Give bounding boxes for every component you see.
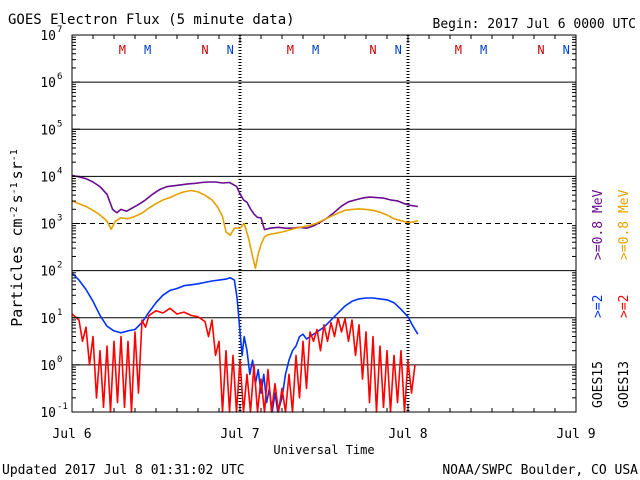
label-goes13: GOES13 [617,361,632,408]
y-tick-exponent: 5 [57,119,62,129]
mn-marker-label: M [455,43,462,57]
y-tick-exponent: 3 [57,214,62,224]
y-tick-label: 10 [40,218,56,233]
x-tick-label: Jul 8 [388,427,427,442]
y-label-exp1: -2 [9,206,20,218]
chart-title: GOES Electron Flux (5 minute data) [8,12,295,28]
x-tick-label: Jul 9 [556,427,595,442]
y-label-exp2: -1 [9,182,20,194]
label-e2-red: >=2 [617,295,632,318]
label-e08-orange: >=0.8 MeV [617,189,632,260]
mn-marker-label: N [563,43,570,57]
begin-label: Begin: 2017 Jul 6 0000 UTC [433,17,637,32]
y-tick-label: 10 [40,359,56,374]
mn-marker-label: M [312,43,319,57]
y-tick-exponent: 2 [57,261,62,271]
x-tick-label: Jul 6 [52,427,91,442]
x-axis-label: Universal Time [273,443,374,457]
mn-marker-label: M [480,43,487,57]
y-tick-exponent: 1 [57,308,62,318]
series-line [71,272,419,413]
grid-layer [72,35,576,412]
label-e2-blue: >=2 [591,295,606,318]
mn-marker-label: N [395,43,402,57]
label-goes15: GOES15 [591,361,606,408]
mn-marker-label: N [201,43,208,57]
plot-frame [71,34,577,413]
mn-marker-label: N [227,43,234,57]
mn-marker-label: N [537,43,544,57]
series-layer [71,174,419,413]
y-tick-exponent: 6 [57,72,62,82]
y-tick-exponent: -1 [57,402,68,412]
y-tick-exponent: 4 [57,166,62,176]
y-tick-label: 10 [40,170,56,185]
y-tick-exponent: 7 [57,25,62,35]
y-label-exp3: -1 [9,149,20,161]
y-label-s: s [8,194,26,203]
series-line [71,189,419,270]
credit-label: NOAA/SWPC Boulder, CO USA [442,463,638,478]
y-label-sr: sr [8,161,26,179]
y-axis-label: Particles cm-2s-1sr-1 [8,149,26,327]
y-tick-label: 10 [40,123,56,138]
mn-marker-label: M [287,43,294,57]
y-tick-label: 10 [40,265,56,280]
mn-marker-label: M [144,43,151,57]
label-e08-purple: >=0.8 MeV [591,189,606,260]
x-tick-label: Jul 7 [220,427,259,442]
mn-marker-label: M [119,43,126,57]
updated-timestamp: Updated 2017 Jul 8 01:31:02 UTC [2,463,245,478]
y-tick-exponent: 0 [57,355,62,365]
y-label-base: Particles cm [8,218,26,326]
mn-marker-label: N [369,43,376,57]
series-line [71,174,418,231]
y-tick-label: 10 [40,29,56,44]
series-line [71,307,416,413]
y-tick-label: 10 [40,406,56,421]
y-tick-label: 10 [40,76,56,91]
y-tick-label: 10 [40,312,56,327]
